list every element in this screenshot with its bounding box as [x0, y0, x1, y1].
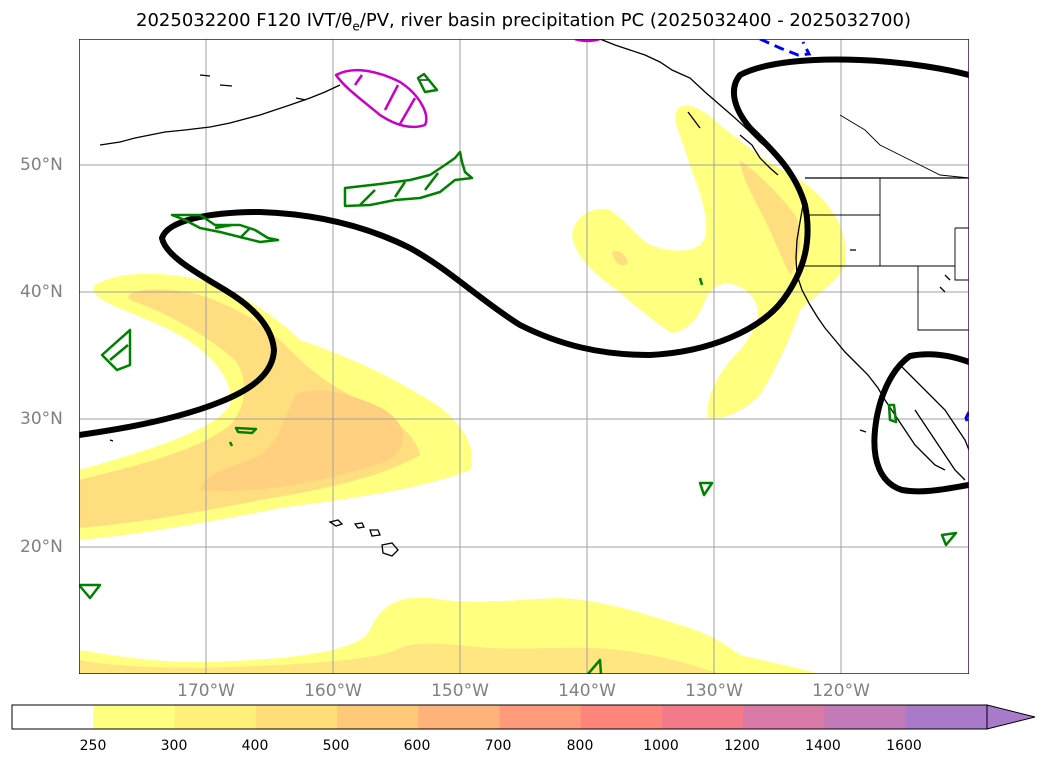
colorbar-swatch — [418, 705, 500, 729]
dashed-contour-north — [759, 39, 812, 57]
colorbar-swatch — [93, 705, 175, 729]
coastline-bc-islands — [687, 111, 779, 176]
colorbar-tick: 250 — [79, 738, 107, 754]
map-panel — [79, 39, 969, 674]
lon-label-140w: 140°W — [558, 681, 616, 701]
colorbar-tick: 1600 — [886, 738, 922, 754]
border-states — [798, 178, 969, 331]
ivt-region-small-spot — [612, 250, 628, 266]
lat-label-50n: 50°N — [20, 155, 63, 175]
ivt-region-central-pacific-max — [200, 390, 404, 491]
border-british-columbia — [839, 114, 969, 179]
small-islands — [109, 74, 951, 442]
theta-e-contours — [79, 56, 969, 495]
colorbar-swatches — [12, 705, 988, 729]
pv-contour-south — [587, 658, 603, 674]
colorbar-tick: 1000 — [643, 738, 679, 754]
theta-e-contour-main — [79, 56, 969, 438]
colorbar-frame — [11, 704, 988, 730]
lat-label-40n: 40°N — [20, 282, 63, 302]
ivt-region-coastal-core — [740, 160, 801, 275]
colorbar-swatch — [905, 705, 988, 729]
precip-contour-bering — [334, 68, 428, 129]
colorbar-swatch — [337, 705, 419, 729]
hawaii-islands — [328, 519, 399, 557]
pv-contour-baja — [887, 403, 898, 424]
pv-contour-west-pacific — [170, 213, 280, 244]
colorbar — [11, 704, 1036, 730]
colorbar-tick: 1200 — [724, 738, 760, 754]
lat-label-30n: 30°N — [20, 409, 63, 429]
pv-contour-central — [698, 277, 704, 286]
colorbar-swatch — [174, 705, 257, 729]
coastline-us-west — [795, 189, 886, 401]
pv-contour-far-west — [79, 583, 102, 600]
pv-contour-small-2 — [228, 441, 234, 447]
ivt-region-northeast-pacific — [572, 105, 846, 419]
lat-label-20n: 20°N — [20, 537, 63, 557]
coastline-aleutians — [99, 84, 341, 146]
lon-label-120w: 120°W — [812, 681, 870, 701]
pv-contours — [79, 72, 958, 674]
colorbar-tick: 300 — [160, 738, 188, 754]
coastline-mexico — [899, 364, 969, 451]
colorbar-extend-arrow — [986, 704, 1036, 730]
colorbar-tick: 800 — [566, 738, 594, 754]
dashed-contours — [759, 39, 969, 427]
ivt-shading — [79, 105, 846, 674]
pv-contour-mexico — [940, 531, 958, 547]
colorbar-tick: 600 — [403, 738, 431, 754]
colorbar-tick: 700 — [484, 738, 512, 754]
lon-label-130w: 130°W — [685, 681, 743, 701]
pv-contour-bering — [416, 72, 439, 94]
pv-contour-west-edge — [100, 328, 132, 372]
pv-contour-gulf-of-alaska-west — [343, 150, 474, 208]
colorbar-swatch — [499, 705, 582, 729]
pv-contour-south-central — [698, 481, 714, 497]
colorbar-swatch — [824, 705, 907, 729]
colorbar-swatch — [12, 705, 94, 729]
ivt-region-southern-band-core — [79, 643, 720, 674]
colorbar-swatch — [743, 705, 825, 729]
colorbar-tick: 1400 — [805, 738, 841, 754]
lon-label-150w: 150°W — [431, 681, 489, 701]
theta-e-contour-southeast — [871, 351, 969, 495]
lon-label-170w: 170°W — [177, 681, 235, 701]
dashed-contour-east — [964, 411, 969, 427]
colorbar-swatch — [662, 705, 744, 729]
colorbar-swatch — [255, 705, 338, 729]
lon-label-160w: 160°W — [304, 681, 362, 701]
colorbar-tick: 400 — [241, 738, 269, 754]
colorbar-tick: 500 — [322, 738, 350, 754]
pv-contour-small-1 — [234, 426, 258, 435]
colorbar-swatch — [580, 705, 663, 729]
map-title: 2025032200 F120 IVT/θe/PV, river basin p… — [136, 10, 911, 34]
